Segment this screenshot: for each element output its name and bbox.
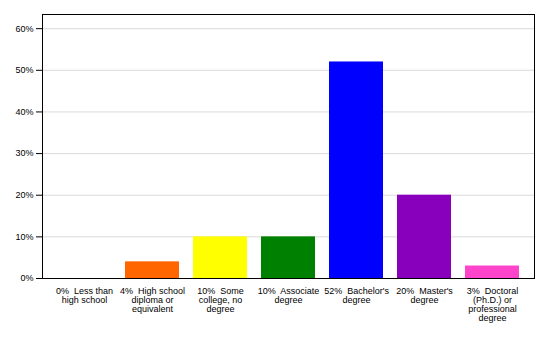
svg-text:10% Associatedegree: 10% Associatedegree (258, 286, 320, 305)
svg-text:40%: 40% (15, 107, 33, 117)
svg-text:20% Master'sdegree: 20% Master'sdegree (396, 286, 453, 305)
svg-text:20%: 20% (15, 190, 33, 200)
svg-text:50%: 50% (15, 65, 33, 75)
svg-text:4% High schooldiploma orequiv: 4% High schooldiploma orequivalent (120, 286, 185, 314)
svg-text:10%: 10% (15, 232, 33, 242)
svg-text:52% Bachelor'sdegree: 52% Bachelor'sdegree (324, 286, 389, 305)
svg-text:60%: 60% (15, 24, 33, 34)
svg-text:3% Doctoral(Ph.D.) orprofessi: 3% Doctoral(Ph.D.) orprofessionaldegree (467, 286, 519, 323)
svg-text:0%: 0% (20, 273, 33, 283)
svg-text:10% Somecollege, nodegree: 10% Somecollege, nodegree (197, 286, 244, 314)
svg-text:0% Less thanhigh school: 0% Less thanhigh school (56, 286, 113, 305)
svg-text:30%: 30% (15, 148, 33, 158)
